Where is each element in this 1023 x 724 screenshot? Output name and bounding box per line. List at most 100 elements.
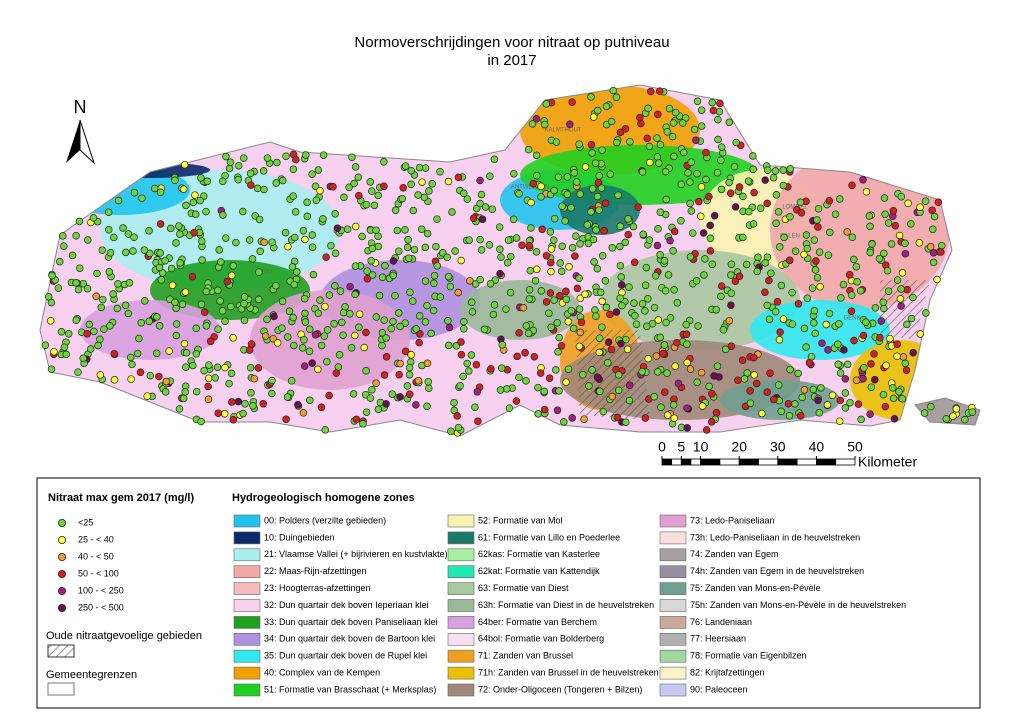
- well-point: [393, 226, 402, 235]
- well-point: [485, 241, 494, 249]
- well-point: [96, 335, 104, 344]
- well-point: [225, 164, 234, 173]
- well-point: [602, 102, 611, 111]
- legend-label: 71: Zanden van Brussel: [478, 651, 573, 661]
- well-point: [670, 286, 678, 294]
- well-point: [609, 86, 618, 95]
- well-point: [532, 115, 541, 123]
- well-point: [439, 249, 447, 257]
- well-point: [644, 295, 652, 303]
- well-point: [314, 166, 323, 174]
- legend-label: Oude nitraatgevoelige gebieden: [46, 630, 202, 642]
- well-point: [213, 363, 222, 372]
- well-point: [695, 197, 703, 206]
- legend-label: 100 - < 250: [78, 585, 124, 595]
- legend-label: 72: Onder-Oligoceen (Tongeren + Bilzen): [478, 684, 642, 694]
- well-point: [576, 328, 585, 337]
- well-point: [406, 288, 414, 296]
- well-point: [581, 163, 590, 171]
- well-point: [74, 368, 82, 376]
- well-point: [805, 358, 814, 367]
- well-point: [663, 369, 671, 377]
- well-point: [496, 245, 504, 254]
- well-point: [507, 252, 515, 261]
- well-point: [786, 212, 794, 221]
- region-outline: [39, 84, 953, 437]
- well-point: [166, 224, 175, 233]
- well-point: [909, 293, 917, 302]
- well-point: [638, 299, 647, 308]
- well-point: [622, 335, 630, 344]
- well-point: [401, 226, 409, 234]
- well-point: [708, 390, 716, 398]
- well-point: [156, 249, 164, 257]
- well-point: [705, 382, 713, 391]
- well-point: [568, 414, 576, 422]
- well-point: [903, 320, 911, 329]
- legend-swatch: [233, 548, 261, 562]
- well-point: [735, 183, 744, 191]
- well-point: [127, 375, 135, 383]
- well-point: [590, 258, 598, 266]
- well-point: [278, 324, 286, 332]
- well-point: [867, 360, 875, 368]
- well-point: [669, 119, 678, 127]
- well-point: [146, 371, 155, 380]
- well-point: [395, 309, 403, 317]
- well-point: [410, 245, 419, 254]
- well-point: [362, 328, 370, 337]
- well-point: [866, 248, 875, 257]
- well-point: [852, 376, 861, 385]
- well-point: [598, 323, 606, 331]
- well-point: [555, 333, 563, 342]
- well-point: [460, 189, 468, 198]
- well-point: [202, 322, 211, 330]
- well-point: [489, 310, 498, 319]
- well-point: [599, 407, 608, 416]
- well-point: [259, 400, 267, 408]
- well-point: [534, 410, 542, 418]
- well-point: [701, 255, 709, 263]
- well-point: [647, 87, 655, 96]
- well-point: [50, 347, 58, 356]
- well-point: [870, 350, 878, 358]
- well-point: [887, 240, 896, 248]
- well-point: [920, 409, 929, 417]
- well-point: [708, 98, 716, 107]
- well-point: [86, 345, 95, 353]
- well-point: [198, 256, 206, 264]
- well-point: [454, 288, 463, 297]
- well-point: [706, 234, 715, 243]
- well-point: [300, 362, 309, 370]
- well-point: [161, 388, 170, 396]
- well-point: [355, 191, 363, 200]
- well-point: [331, 249, 340, 258]
- well-point: [272, 179, 280, 187]
- well-point: [545, 374, 554, 382]
- well-point: [182, 349, 191, 357]
- well-point: [871, 375, 879, 384]
- well-point: [47, 365, 56, 373]
- well-point: [263, 315, 271, 324]
- scale-segment: [738, 458, 759, 466]
- well-point: [388, 390, 397, 398]
- legend: Nitraat max gem 2017 (mg/l) <25 25 - < 40 4…: [46, 492, 906, 697]
- well-point: [444, 341, 453, 350]
- legend-swatch: [233, 599, 261, 612]
- well-point: [687, 158, 695, 166]
- well-point: [702, 148, 710, 157]
- well-point: [763, 199, 771, 208]
- well-point: [425, 384, 433, 392]
- well-point: [109, 290, 117, 298]
- well-point: [273, 339, 282, 347]
- well-point: [222, 152, 230, 161]
- well-point: [241, 400, 249, 408]
- well-point: [815, 409, 824, 417]
- well-point: [321, 302, 329, 311]
- well-point: [380, 158, 388, 166]
- legend-swatch: [447, 666, 475, 680]
- well-point: [351, 290, 359, 299]
- well-point: [739, 233, 747, 242]
- well-point: [68, 251, 77, 260]
- well-point: [512, 397, 521, 405]
